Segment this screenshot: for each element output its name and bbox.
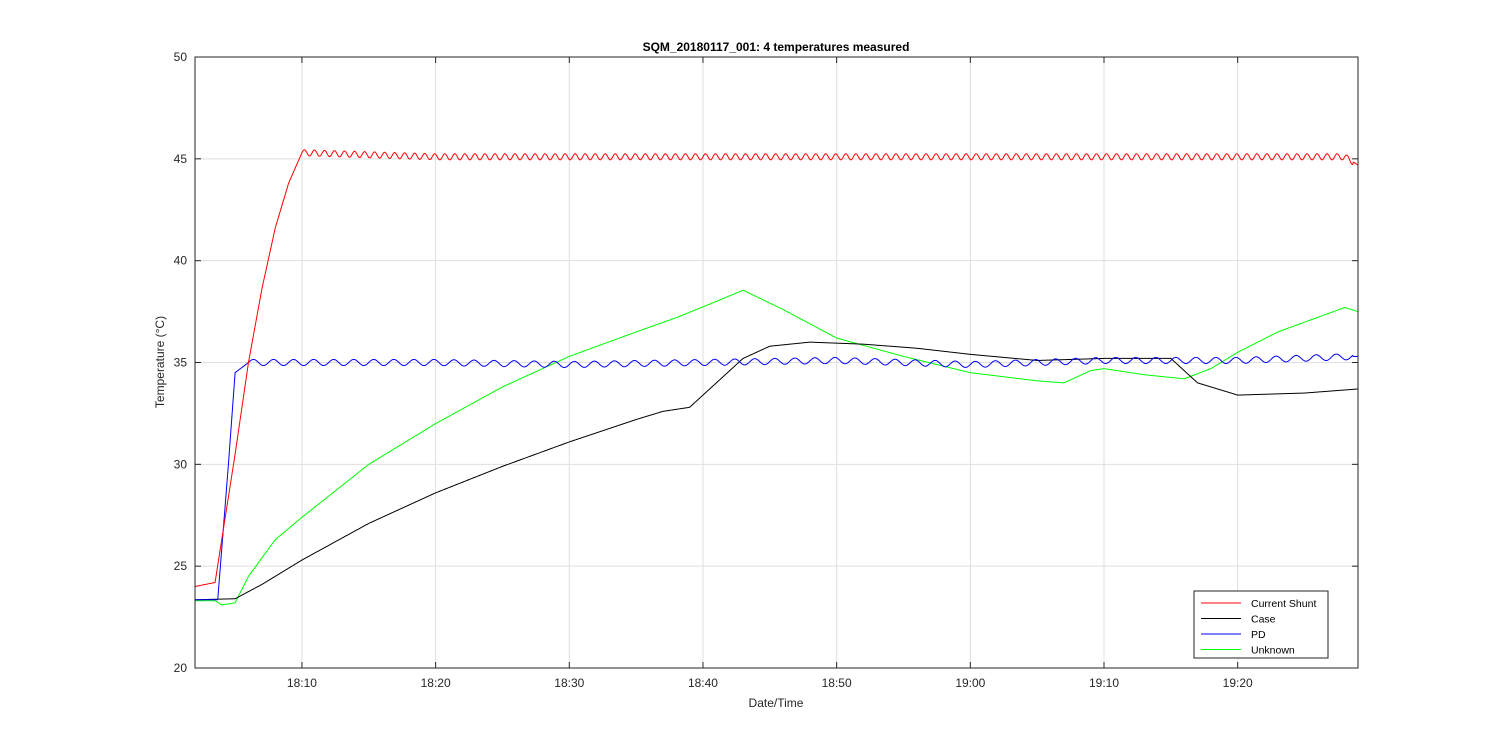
legend-label: Current Shunt bbox=[1251, 598, 1316, 610]
x-tick-label: 18:20 bbox=[421, 676, 451, 690]
y-tick-label: 35 bbox=[174, 356, 188, 370]
legend-label: PD bbox=[1251, 629, 1266, 641]
x-axis-title: Date/Time bbox=[749, 696, 804, 710]
x-tick-label: 18:40 bbox=[688, 676, 718, 690]
x-tick-label: 18:10 bbox=[287, 676, 317, 690]
legend-box bbox=[1193, 590, 1329, 659]
legend-label: Unknown bbox=[1251, 645, 1295, 657]
x-tick-label: 18:30 bbox=[554, 676, 584, 690]
chart-title: SQM_20180117_001: 4 temperatures measure… bbox=[643, 40, 910, 54]
y-tick-label: 25 bbox=[174, 559, 188, 573]
axis-ticks: 18:10 18:20 18:30 18:40 18:50 19:00 19:10 19:20… bbox=[174, 50, 1358, 690]
y-tick-label: 40 bbox=[174, 254, 188, 268]
y-tick-label: 45 bbox=[174, 152, 188, 166]
series-line-pd bbox=[195, 353, 1359, 601]
legend-label: Case bbox=[1251, 614, 1276, 626]
x-tick-label: 19:00 bbox=[955, 676, 985, 690]
series-line-unknown bbox=[195, 289, 1359, 606]
x-tick-label: 18:50 bbox=[822, 676, 852, 690]
x-tick-label: 19:10 bbox=[1089, 676, 1119, 690]
y-axis-title: Temperature (°C) bbox=[153, 316, 167, 408]
series-line-current-shunt bbox=[194, 149, 1359, 588]
y-tick-label: 30 bbox=[174, 457, 188, 471]
series-group bbox=[194, 149, 1359, 606]
legend: Current Shunt Case PD Unknown bbox=[1193, 590, 1329, 659]
y-tick-label: 20 bbox=[174, 661, 188, 675]
x-tick-label: 19:20 bbox=[1223, 676, 1253, 690]
y-tick-label: 50 bbox=[174, 50, 188, 64]
series-line-case bbox=[194, 341, 1359, 601]
